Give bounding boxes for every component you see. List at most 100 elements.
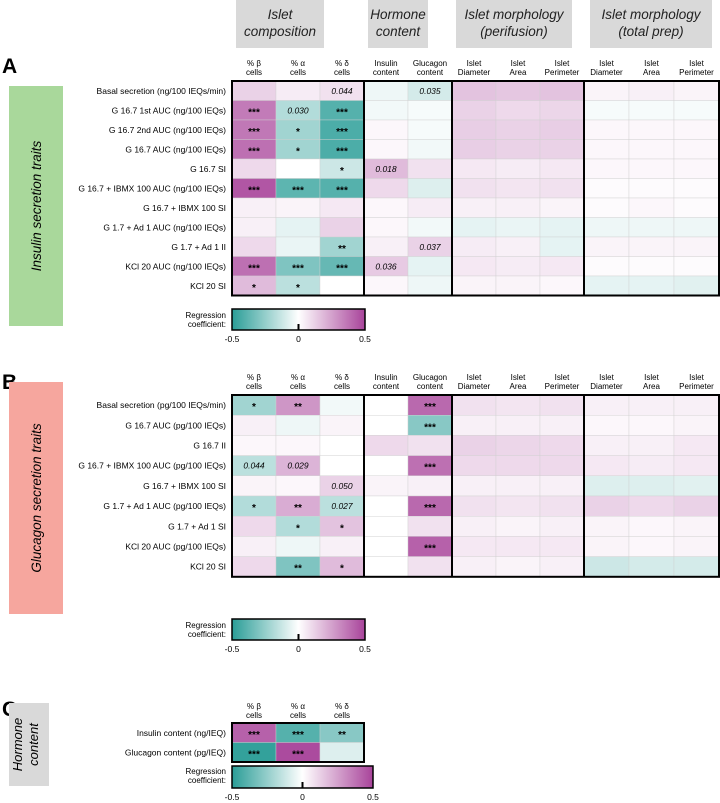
heatmap-cell <box>495 415 541 436</box>
cell-annotation: 0.029 <box>287 461 309 471</box>
heatmap-cell <box>539 536 585 557</box>
heatmap-cell <box>628 495 675 517</box>
heatmap-cell <box>451 275 497 296</box>
heatmap-cell <box>451 256 497 277</box>
heatmap-cell <box>539 80 585 101</box>
cell-annotation: *** <box>424 544 436 555</box>
heatmap-cell <box>673 178 720 199</box>
cell-annotation: *** <box>248 263 260 274</box>
heatmap-cell <box>495 236 541 257</box>
column-header: Islet <box>467 373 482 382</box>
column-header: content <box>417 382 444 391</box>
heatmap-cell <box>275 236 321 257</box>
heatmap-cell <box>495 119 541 140</box>
heatmap-cell <box>319 435 365 456</box>
heatmap-cell <box>495 80 541 101</box>
heatmap-cell <box>363 100 409 121</box>
cell-annotation: ** <box>294 402 302 413</box>
heatmap-cell <box>363 394 409 416</box>
column-header: cells <box>334 711 350 720</box>
column-header: Perimeter <box>679 382 714 391</box>
column-header: Islet <box>511 59 526 68</box>
heatmap-cell <box>231 475 277 497</box>
heatmap-cell <box>319 197 365 218</box>
cell-annotation: * <box>340 166 344 177</box>
heatmap-cell <box>583 475 630 497</box>
heatmap-cell <box>583 119 630 140</box>
heatmap-cell <box>407 197 453 218</box>
heatmap-cell <box>363 475 409 497</box>
row-label: G 1.7 + Ad 1 II <box>171 242 226 252</box>
colorbar-label: Regression <box>186 767 226 776</box>
cell-annotation: *** <box>248 749 260 760</box>
heatmap-cell <box>231 158 277 179</box>
heatmap-cell <box>451 236 497 257</box>
heatmap-cell <box>495 475 541 497</box>
heatmap-cell <box>451 475 497 497</box>
heatmap-cell <box>319 455 365 477</box>
column-header: Diameter <box>590 382 623 391</box>
cell-annotation: * <box>252 283 256 294</box>
heatmap-cell <box>539 158 585 179</box>
heatmap-cell <box>363 217 409 238</box>
column-header: Islet <box>555 59 570 68</box>
row-label: G 1.7 + Ad 1 AUC (pg/100 IEQs) <box>103 501 226 511</box>
colorbar-tick-label: 0 <box>296 644 301 654</box>
heatmap-cell <box>673 100 720 121</box>
heatmap-cell <box>628 236 675 257</box>
heatmap-cell <box>451 394 497 416</box>
heatmap-cell <box>451 119 497 140</box>
column-header: % β <box>247 59 261 68</box>
heatmap-cell <box>628 275 675 296</box>
cell-annotation: ** <box>294 503 302 514</box>
heatmap-cell <box>231 516 277 537</box>
row-label: KCl 20 AUC (pg/100 IEQs) <box>125 542 226 552</box>
heatmap-cell <box>583 536 630 557</box>
column-header: Diameter <box>590 68 623 77</box>
heatmap-cell <box>539 217 585 238</box>
heatmap-cell <box>319 536 365 557</box>
heatmap-cell <box>539 415 585 436</box>
heatmap-cell <box>583 495 630 517</box>
column-header: Diameter <box>458 382 491 391</box>
heatmap-cell <box>275 158 321 179</box>
heatmap-cell <box>231 80 277 101</box>
heatmap-cell <box>673 119 720 140</box>
row-label: G 16.7 + IBMX 100 AUC (pg/100 IEQs) <box>78 461 226 471</box>
cell-annotation: *** <box>292 263 304 274</box>
cell-annotation: * <box>296 127 300 138</box>
cell-annotation: 0.044 <box>331 86 353 96</box>
row-label: G 1.7 + Ad 1 AUC (ng/100 IEQs) <box>103 222 226 232</box>
row-label: KCl 20 SI <box>190 281 226 291</box>
heatmap-cell <box>407 475 453 497</box>
heatmap-cell <box>628 475 675 497</box>
column-header: Islet <box>599 373 614 382</box>
cell-annotation: 0.018 <box>375 164 397 174</box>
heatmap-cell <box>451 556 497 577</box>
heatmap-cell <box>363 495 409 517</box>
row-label: G 16.7 + IBMX 100 SI <box>143 481 226 491</box>
cell-annotation: *** <box>424 463 436 474</box>
heatmap-cell <box>628 516 675 537</box>
heatmap-cell <box>673 435 720 456</box>
heatmap-cell <box>407 178 453 199</box>
heatmap-cell <box>495 158 541 179</box>
heatmap-cell <box>583 516 630 537</box>
heatmap-cell <box>673 536 720 557</box>
side-label-box <box>9 382 63 614</box>
heatmap-cell <box>673 556 720 577</box>
heatmap-cell <box>495 256 541 277</box>
cell-annotation: * <box>296 523 300 534</box>
row-label: Insulin content (ng/IEQ) <box>137 728 226 738</box>
heatmap-cell <box>275 435 321 456</box>
side-label: Insulin secretion traits <box>29 140 44 271</box>
heatmap-cell <box>407 556 453 577</box>
heatmap-cell <box>495 435 541 456</box>
colorbar-tick-label: 0 <box>296 334 301 344</box>
heatmap-cell <box>407 435 453 456</box>
heatmap-cell <box>407 158 453 179</box>
heatmap-cell <box>495 275 541 296</box>
heatmap-cell <box>673 158 720 179</box>
cell-annotation: 0.036 <box>375 261 397 271</box>
heatmap-cell <box>451 536 497 557</box>
